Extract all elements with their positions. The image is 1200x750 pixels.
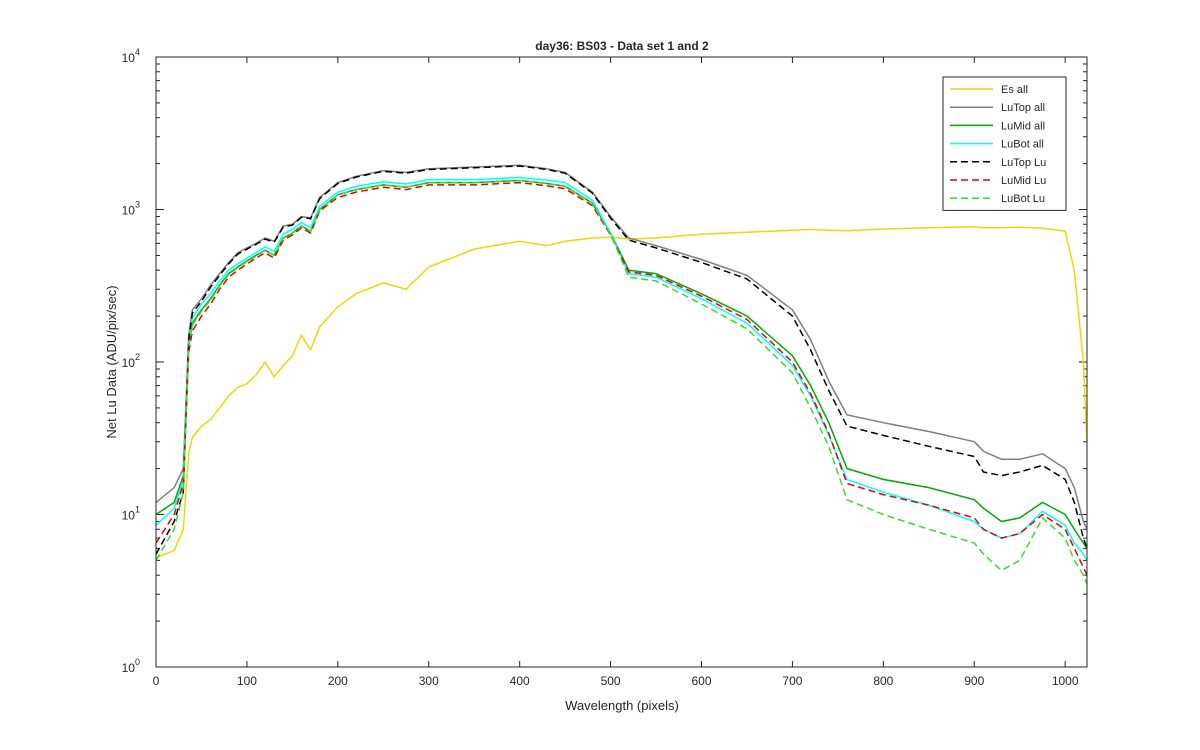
y-tick-label: 102 [122,352,140,370]
legend-label: LuMid all [1001,120,1045,132]
y-tick-exponent: 0 [135,657,140,667]
legend-label: LuMid Lu [1001,175,1046,187]
x-tick-label: 600 [691,674,711,688]
y-tick-label: 100 [122,657,140,675]
x-tick-label: 300 [419,674,439,688]
y-tick-label: 104 [122,47,140,65]
legend: Es all LuTop all LuMid all LuBot all LuTop L… [942,76,1067,211]
series-line-6 [155,179,1088,585]
x-tick-label: 800 [873,674,893,688]
plot-area [156,57,1087,667]
legend-label: LuTop all [1001,102,1045,114]
x-axis-label: Wavelength (pixels) [565,698,679,713]
y-tick-label: 101 [122,505,140,523]
y-tick-base: 10 [122,51,136,65]
legend-label: LuBot Lu [1001,193,1045,205]
y-tick-base: 10 [122,661,136,675]
series-line-4 [155,165,1088,555]
x-tick-label: 900 [964,674,984,688]
series-lines [155,164,1088,585]
legend-label: LuTop Lu [1001,157,1046,169]
series-line-0 [155,226,1088,559]
x-tick-label: 1000 [1052,674,1079,688]
x-tick-label: 0 [153,674,160,688]
x-tick-label: 500 [601,674,621,688]
x-tick-label: 700 [782,674,802,688]
x-tick-label: 200 [328,674,348,688]
series-line-3 [155,176,1088,561]
y-tick-exponent: 1 [135,505,140,515]
y-tick-exponent: 2 [135,352,140,362]
legend-label: LuBot all [1001,139,1044,151]
y-tick-exponent: 3 [135,200,140,210]
x-tick-label: 100 [237,674,257,688]
x-tick-label: 400 [510,674,530,688]
y-tick-exponent: 4 [135,47,140,57]
y-tick-base: 10 [122,509,136,523]
y-axis-label: Net Lu Data (ADU/pix/sec) [104,285,119,438]
y-tick-label: 103 [122,200,140,218]
y-tick-base: 10 [122,204,136,218]
legend-label: Es all [1001,84,1028,96]
y-tick-base: 10 [122,356,136,370]
chart-title: day36: BS03 - Data set 1 and 2 [535,39,709,53]
series-line-5 [155,181,1088,576]
plot-frame [155,56,1088,668]
